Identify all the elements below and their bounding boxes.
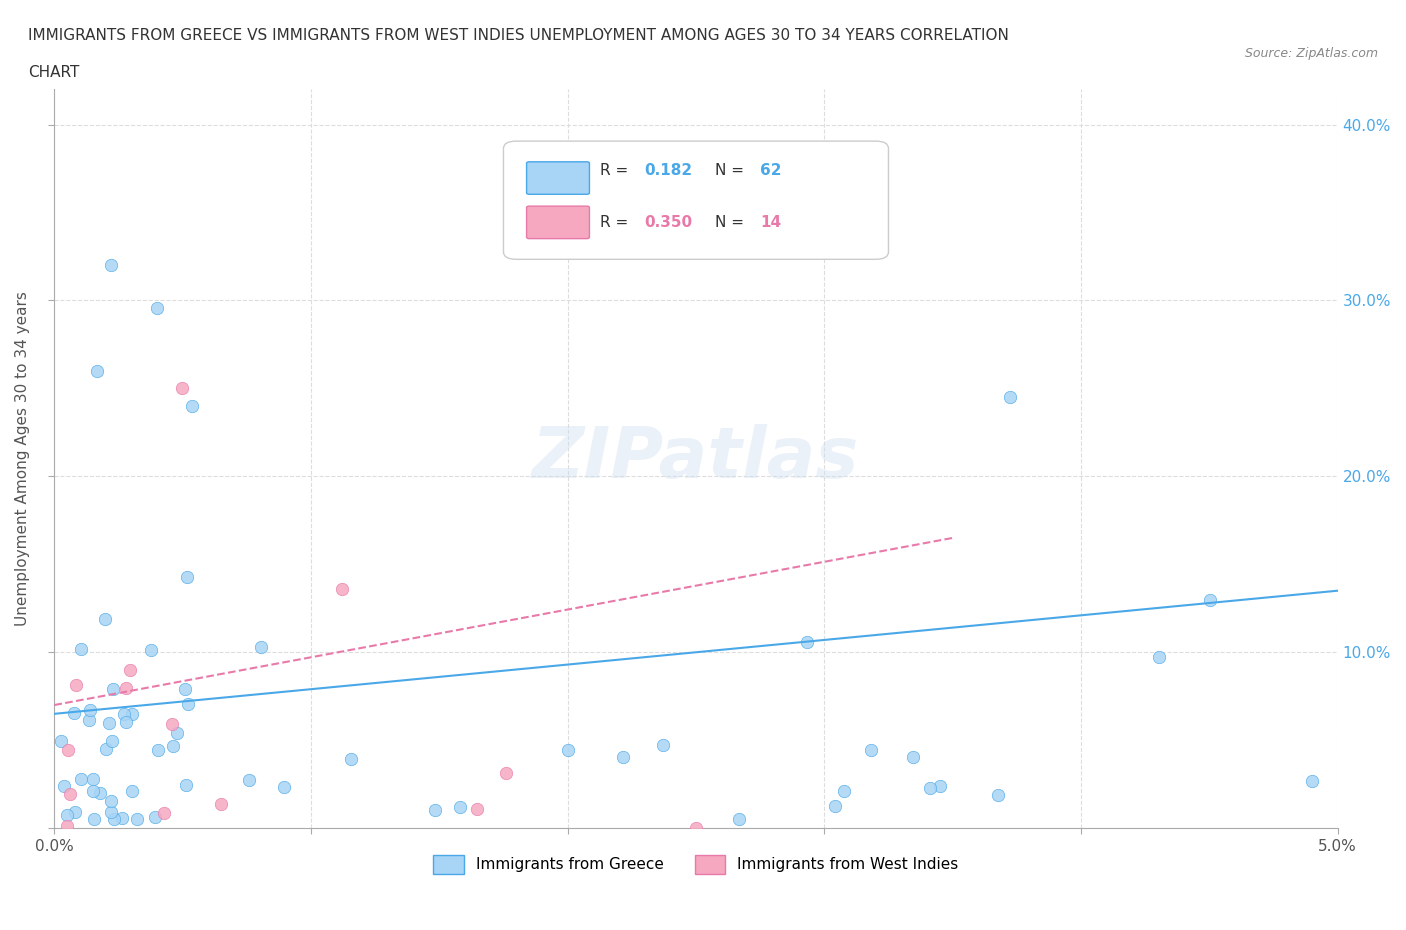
- Point: [1301, 774, 1323, 789]
- Point: [77, 712, 100, 727]
- Point: [859, 743, 882, 758]
- Point: [101, 682, 124, 697]
- Point: [339, 751, 361, 766]
- Point: [153, 805, 176, 820]
- Point: [98, 716, 121, 731]
- Text: Source: ZipAtlas.com: Source: ZipAtlas.com: [1244, 46, 1378, 60]
- Point: [65, 678, 87, 693]
- Point: [63, 706, 86, 721]
- Point: [82, 772, 104, 787]
- Point: [1149, 650, 1171, 665]
- Point: [449, 800, 471, 815]
- Point: [1000, 390, 1022, 405]
- Point: [112, 707, 135, 722]
- Point: [162, 738, 184, 753]
- Point: [101, 734, 124, 749]
- Point: [824, 798, 846, 813]
- Point: [170, 381, 193, 396]
- Y-axis label: Unemployment Among Ages 30 to 34 years: Unemployment Among Ages 30 to 34 years: [15, 291, 30, 626]
- Point: [49, 734, 72, 749]
- Text: R =: R =: [600, 215, 633, 230]
- Point: [114, 680, 136, 695]
- Point: [96, 742, 118, 757]
- Point: [465, 802, 488, 817]
- FancyBboxPatch shape: [527, 206, 589, 239]
- Text: N =: N =: [716, 215, 749, 230]
- Point: [209, 796, 232, 811]
- Point: [56, 807, 79, 822]
- Point: [901, 750, 924, 764]
- Point: [70, 772, 93, 787]
- Point: [111, 811, 134, 826]
- Point: [166, 725, 188, 740]
- Point: [612, 750, 634, 764]
- Point: [495, 765, 517, 780]
- Point: [250, 640, 273, 655]
- Point: [94, 611, 117, 626]
- Point: [83, 812, 105, 827]
- Point: [728, 812, 751, 827]
- Point: [180, 399, 202, 414]
- Point: [920, 780, 942, 795]
- Point: [685, 820, 707, 835]
- Point: [53, 778, 76, 793]
- Text: 62: 62: [761, 163, 782, 179]
- FancyBboxPatch shape: [503, 141, 889, 259]
- Text: 0.350: 0.350: [644, 215, 693, 230]
- Point: [796, 634, 818, 649]
- Point: [173, 681, 195, 696]
- Text: R =: R =: [600, 163, 633, 179]
- FancyBboxPatch shape: [527, 162, 589, 194]
- Point: [82, 783, 104, 798]
- Text: 0.182: 0.182: [644, 163, 693, 179]
- Legend: Immigrants from Greece, Immigrants from West Indies: Immigrants from Greece, Immigrants from …: [427, 849, 965, 880]
- Point: [59, 787, 82, 802]
- Point: [56, 819, 79, 834]
- Point: [330, 581, 353, 596]
- Point: [100, 794, 122, 809]
- Point: [834, 784, 856, 799]
- Point: [273, 780, 295, 795]
- Point: [115, 714, 138, 729]
- Point: [160, 717, 183, 732]
- Text: IMMIGRANTS FROM GREECE VS IMMIGRANTS FROM WEST INDIES UNEMPLOYMENT AMONG AGES 30: IMMIGRANTS FROM GREECE VS IMMIGRANTS FRO…: [28, 28, 1010, 43]
- Point: [118, 662, 141, 677]
- Point: [651, 737, 673, 752]
- Point: [177, 697, 200, 711]
- Text: 14: 14: [761, 215, 782, 230]
- Point: [121, 707, 143, 722]
- Point: [100, 258, 122, 272]
- Point: [100, 804, 122, 819]
- Point: [929, 778, 952, 793]
- Point: [987, 787, 1010, 802]
- Point: [56, 743, 79, 758]
- Point: [141, 643, 163, 658]
- Point: [1198, 592, 1220, 607]
- Point: [145, 301, 167, 316]
- Point: [121, 784, 143, 799]
- Point: [146, 742, 169, 757]
- Point: [86, 364, 108, 379]
- Point: [103, 812, 125, 827]
- Point: [423, 803, 446, 817]
- Point: [176, 570, 198, 585]
- Point: [69, 642, 91, 657]
- Point: [125, 812, 148, 827]
- Point: [143, 810, 166, 825]
- Point: [79, 703, 101, 718]
- Text: N =: N =: [716, 163, 749, 179]
- Point: [238, 773, 260, 788]
- Point: [63, 804, 86, 819]
- Point: [89, 786, 111, 801]
- Point: [557, 743, 579, 758]
- Point: [174, 777, 197, 792]
- Text: ZIPatlas: ZIPatlas: [533, 424, 859, 493]
- Text: CHART: CHART: [28, 65, 80, 80]
